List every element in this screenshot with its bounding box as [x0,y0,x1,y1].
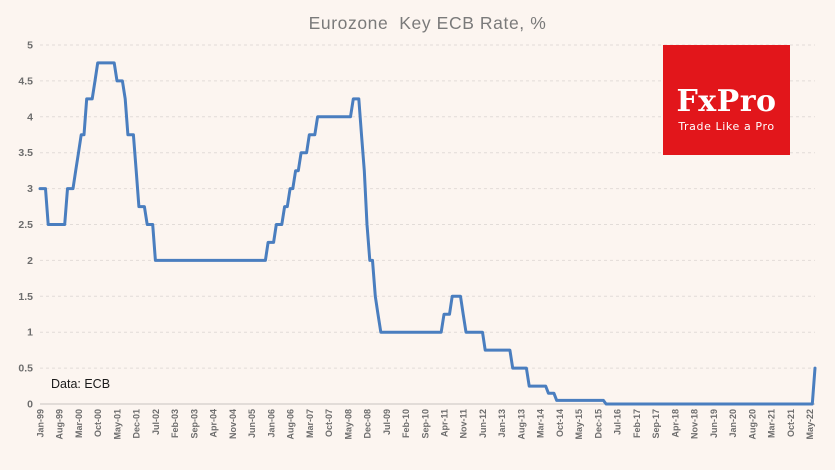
x-axis-tick-label: Oct-21 [786,409,796,437]
x-axis-tick-label: Feb-10 [401,409,411,438]
x-axis-tick-label: Nov-04 [228,409,238,439]
y-axis-tick-label: 2.5 [18,219,33,231]
y-axis-tick-label: 1.5 [18,291,33,303]
x-axis-tick-label: May-08 [343,409,353,440]
x-axis-tick-label: Aug-20 [747,409,757,440]
x-axis-tick-label: Oct-14 [555,409,565,437]
x-axis-tick-label: Dec-15 [593,409,603,439]
x-axis-tick-label: Sep-03 [189,409,199,439]
x-axis-tick-label: Apr-18 [670,409,680,438]
fxpro-tagline: Trade Like a Pro [678,120,775,133]
data-source-label: Data: ECB [51,377,111,391]
x-axis-tick-label: Aug-99 [55,409,65,440]
x-axis-tick-label: Jun-12 [478,409,488,438]
x-axis-tick-label: May-01 [112,409,122,440]
y-axis-tick-label: 3.5 [18,147,33,159]
x-axis-tick-label: Nov-18 [690,409,700,439]
x-axis-tick-label: Jul-16 [613,409,623,435]
y-axis-tick-label: 5 [27,40,33,52]
x-axis-tick-label: Dec-01 [132,409,142,439]
x-axis-tick-label: Apr-11 [439,409,449,437]
y-axis-tick-label: 4.5 [18,75,33,87]
x-axis-tick-label: Dec-08 [363,409,373,439]
x-axis-tick-label: May-22 [805,409,815,440]
x-axis-tick-label: Aug-06 [286,409,296,440]
x-axis-tick-label: Jan-13 [497,409,507,438]
y-axis-tick-label: 2 [27,255,33,267]
y-axis-tick-label: 0.5 [18,363,33,375]
fxpro-wordmark: FxPro [676,84,777,119]
x-axis-tick-label: Mar-07 [305,409,315,438]
x-axis-tick-label: Jul-09 [382,409,392,435]
x-axis-tick-label: Jul-02 [151,409,161,435]
x-axis-tick-label: Apr-04 [209,409,219,438]
y-axis-tick-label: 3 [27,183,33,195]
x-axis-tick-label: Jan-20 [728,409,738,438]
x-axis-tick-label: Jun-19 [709,409,719,438]
x-axis-tick-label: Jan-06 [266,409,276,438]
y-axis-tick-label: 1 [27,327,33,339]
chart-title: Eurozone Key ECB Rate, % [308,13,547,33]
rate-line [38,61,817,406]
y-axis-tick-label: 0 [27,399,33,411]
x-axis-tick-label: Jan-99 [36,409,46,438]
x-axis-tick-label: Nov-11 [459,409,469,439]
x-axis-tick-label: Jun-05 [247,409,257,438]
x-axis-tick-label: Mar-14 [536,409,546,438]
x-axis-tick-label: Mar-00 [74,409,84,438]
x-axis-tick-label: May-15 [574,409,584,440]
x-axis-tick-label: Sep-10 [420,409,430,439]
x-axis-tick-label: Aug-13 [516,409,526,440]
x-axis-tick-label: Feb-17 [632,409,642,438]
x-axis-tick-label: Oct-00 [93,409,103,437]
x-axis-tick-label: Mar-21 [767,409,777,438]
y-axis-tick-label: 4 [27,111,33,123]
fxpro-logo: FxPro Trade Like a Pro [663,45,790,155]
x-axis-tick-label: Oct-07 [324,409,334,437]
x-axis-tick-label: Feb-03 [170,409,180,438]
x-axis-tick-label: Sep-17 [651,409,661,439]
